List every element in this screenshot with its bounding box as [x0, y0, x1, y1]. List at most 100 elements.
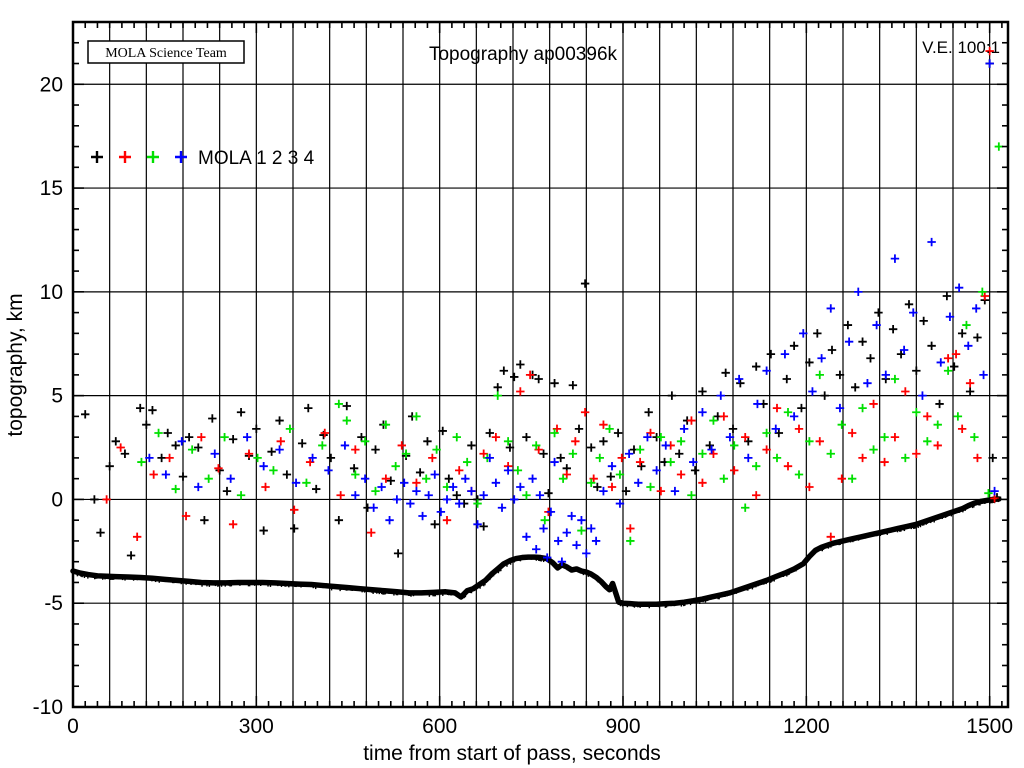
profile-sample — [781, 573, 783, 576]
profile-sample — [593, 574, 596, 576]
data-point-marker — [568, 381, 578, 390]
data-point-marker — [102, 495, 111, 504]
data-point-marker — [837, 420, 846, 429]
profile-sample — [672, 604, 675, 607]
data-point-marker — [580, 279, 590, 288]
profile-sample — [764, 581, 766, 584]
profile-sample — [509, 562, 512, 565]
data-point-marker — [666, 457, 675, 467]
data-point-marker — [397, 441, 406, 450]
profile-sample — [107, 577, 110, 580]
profile-sample — [720, 593, 723, 596]
data-point-marker — [320, 428, 329, 438]
profile-sample — [852, 540, 854, 543]
data-point-marker — [844, 337, 854, 346]
data-point-marker — [214, 464, 223, 473]
data-point-marker — [593, 482, 602, 492]
profile-sample — [451, 591, 453, 594]
profile-sample — [329, 583, 332, 586]
data-point-marker — [385, 515, 394, 525]
data-point-marker — [210, 449, 219, 458]
profile-sample — [668, 602, 670, 605]
data-point-marker — [149, 470, 158, 479]
data-point-marker — [936, 358, 945, 367]
profile-sample — [721, 593, 724, 596]
profile-sample — [703, 596, 705, 599]
profile-sample — [833, 540, 836, 543]
data-point-marker — [510, 495, 519, 504]
profile-sample — [106, 573, 109, 576]
profile-sample — [681, 601, 684, 604]
profile-sample — [95, 577, 97, 579]
profile-sample — [663, 604, 665, 607]
data-point-marker — [275, 445, 284, 454]
profile-sample — [175, 579, 178, 582]
profile-sample — [997, 500, 1000, 503]
profile-sample — [763, 582, 765, 585]
data-point-marker — [888, 325, 898, 334]
profile-sample — [235, 580, 237, 583]
profile-sample — [799, 564, 802, 567]
data-point-marker — [725, 432, 735, 442]
profile-sample — [363, 590, 366, 593]
data-point-marker — [890, 432, 900, 442]
profile-sample — [245, 582, 247, 585]
profile-sample — [789, 569, 791, 572]
profile-sample — [917, 526, 919, 529]
profile-sample — [212, 582, 214, 585]
profile-sample — [151, 579, 153, 582]
data-point-marker — [178, 472, 188, 481]
profile-sample — [351, 589, 354, 591]
profile-sample — [104, 577, 106, 580]
profile-sample — [986, 498, 989, 501]
profile-sample — [365, 589, 367, 591]
data-point-marker — [988, 453, 997, 463]
profile-sample — [627, 603, 630, 605]
profile-sample — [263, 583, 266, 585]
profile-sample — [195, 583, 197, 586]
profile-sample — [819, 547, 821, 549]
data-point-marker — [393, 549, 403, 558]
profile-sample — [653, 601, 655, 604]
data-point-marker — [516, 387, 525, 396]
profile-sample — [207, 583, 209, 586]
profile-sample — [439, 590, 442, 593]
profile-sample — [916, 524, 918, 527]
data-point-marker — [367, 528, 376, 537]
data-series-group — [70, 46, 1004, 609]
data-point-marker — [854, 287, 863, 297]
profile-sample — [896, 530, 899, 533]
profile-sample — [279, 580, 281, 583]
data-point-marker — [312, 484, 321, 494]
data-point-marker — [381, 474, 391, 483]
data-point-marker — [772, 403, 782, 413]
data-point-marker — [626, 524, 635, 533]
profile-sample — [290, 581, 292, 584]
data-point-marker — [719, 412, 729, 421]
data-point-marker — [369, 503, 378, 512]
data-point-marker — [96, 528, 105, 537]
profile-sample — [506, 565, 508, 567]
data-point-marker — [181, 511, 191, 521]
data-point-marker — [919, 316, 928, 326]
profile-sample — [142, 575, 145, 578]
profile-sample — [105, 574, 107, 577]
data-point-marker — [228, 435, 238, 444]
profile-sample — [822, 548, 825, 550]
profile-sample — [457, 594, 459, 597]
profile-sample — [794, 566, 796, 569]
data-point-marker — [546, 507, 556, 517]
profile-sample — [744, 587, 747, 589]
credit-badge-box — [87, 40, 245, 64]
profile-sample — [620, 603, 623, 606]
profile-sample — [863, 535, 866, 538]
data-point-marker — [813, 329, 822, 338]
profile-sample — [372, 592, 374, 594]
profile-sample — [655, 602, 657, 604]
axis-ticks — [72, 21, 1008, 708]
profile-sample — [238, 583, 240, 586]
profile-sample — [407, 594, 410, 596]
profile-sample — [119, 576, 121, 578]
data-point-marker — [835, 370, 845, 380]
profile-sample — [770, 581, 772, 583]
